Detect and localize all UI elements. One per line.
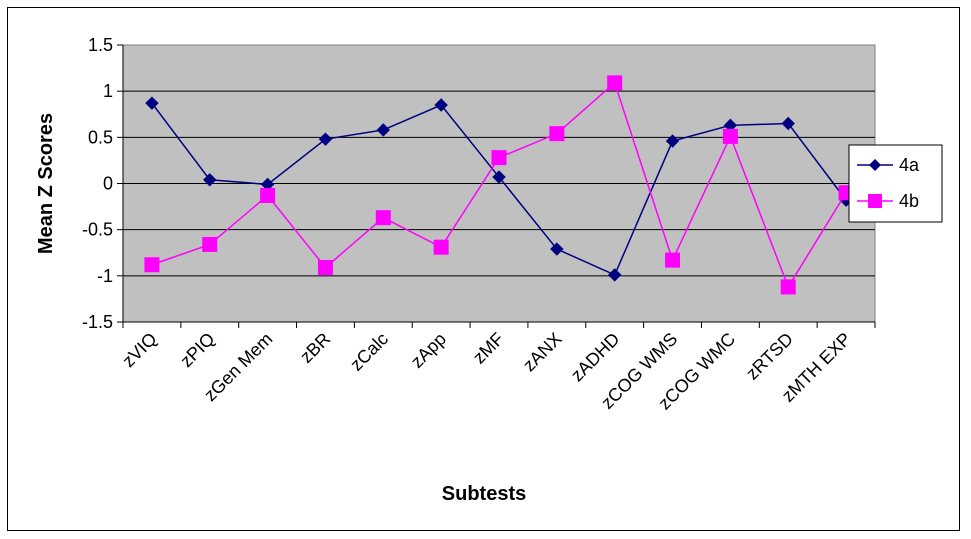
data-point xyxy=(203,173,217,187)
y-tick-label: 0 xyxy=(103,174,113,194)
x-tick-label: zBR xyxy=(296,329,334,367)
series-layer xyxy=(144,75,854,295)
legend-label: 4a xyxy=(899,155,920,175)
data-point xyxy=(665,252,681,268)
x-tick-label: zMF xyxy=(469,329,508,368)
data-point xyxy=(781,116,795,131)
y-tick-label: -1 xyxy=(97,266,113,286)
y-tick-label: -0.5 xyxy=(82,220,113,240)
data-point xyxy=(607,75,623,91)
data-point xyxy=(145,96,159,110)
x-tick-label: zCalc xyxy=(346,329,392,375)
data-point xyxy=(665,134,680,148)
data-point xyxy=(607,268,622,282)
data-point xyxy=(550,242,564,256)
data-point xyxy=(376,123,391,137)
legend-label: 4b xyxy=(899,191,919,211)
y-tick-label: -1.5 xyxy=(82,312,113,332)
data-point xyxy=(433,239,449,255)
x-tick-label: zVIQ xyxy=(118,329,160,371)
y-axis-title: Mean Z Scores xyxy=(35,113,57,254)
data-point xyxy=(317,260,333,276)
data-point xyxy=(549,126,565,142)
data-point xyxy=(434,98,448,112)
series-4b xyxy=(144,75,854,295)
legend-marker xyxy=(869,159,881,171)
data-point xyxy=(780,279,796,295)
legend-box xyxy=(848,144,943,223)
y-axis: 1.5 1 0.5 0 -0.5 -1 -1.5 xyxy=(82,35,124,332)
legend: 4a 4b xyxy=(848,144,943,223)
data-point xyxy=(722,128,738,144)
y-tick-label: 0.5 xyxy=(88,127,113,147)
x-axis-title: Subtests xyxy=(442,483,526,505)
legend-marker xyxy=(868,194,882,208)
data-point xyxy=(492,170,506,184)
data-point xyxy=(375,210,391,226)
data-point xyxy=(144,257,160,273)
y-tick-label: 1 xyxy=(103,81,113,101)
legend-item: 4b xyxy=(857,191,919,211)
x-tick-label: zADHD xyxy=(567,329,624,386)
y-tick-label: 1.5 xyxy=(88,35,113,55)
x-tick-label: zRTSD xyxy=(742,329,797,384)
data-point xyxy=(491,150,507,166)
legend-item: 4a xyxy=(857,155,920,175)
data-point xyxy=(202,236,218,252)
data-point xyxy=(318,132,333,146)
data-point xyxy=(260,188,276,204)
x-tick-label: zPIQ xyxy=(176,329,218,371)
x-tick-label: zApp xyxy=(407,329,450,372)
x-tick-label: zANX xyxy=(519,329,566,376)
